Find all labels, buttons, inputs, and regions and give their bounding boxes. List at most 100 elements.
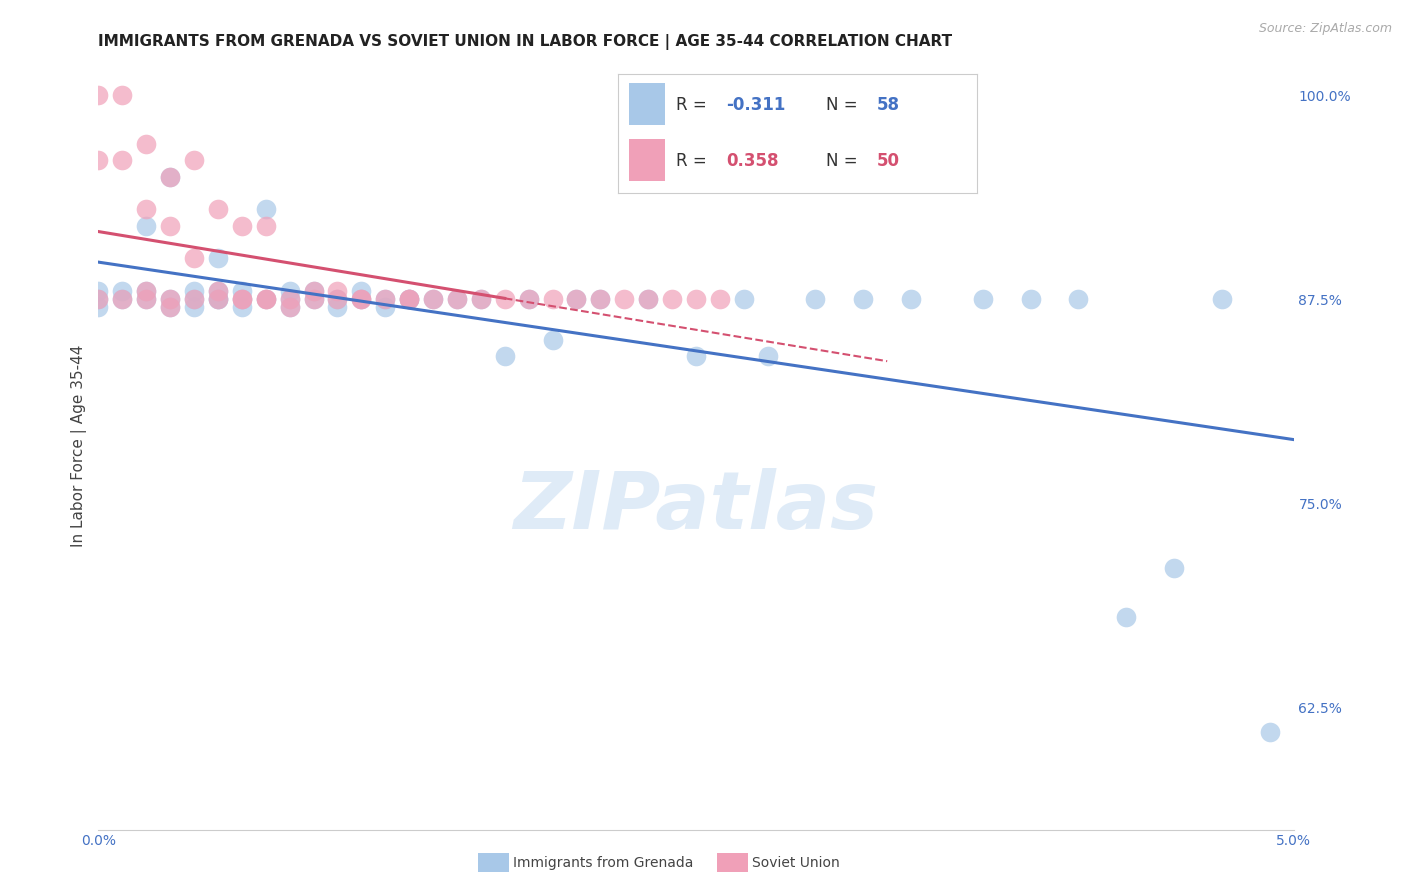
Text: Immigrants from Grenada: Immigrants from Grenada: [513, 855, 693, 870]
Point: [422, 292, 444, 306]
Point: [135, 292, 157, 306]
Point: [135, 284, 157, 298]
Point: [159, 169, 181, 184]
Point: [326, 292, 349, 306]
Point: [111, 153, 134, 168]
Point: [159, 219, 181, 233]
Point: [494, 292, 516, 306]
Point: [231, 292, 253, 306]
Point: [398, 292, 420, 306]
Text: Soviet Union: Soviet Union: [752, 855, 839, 870]
Point: [972, 292, 994, 306]
Point: [302, 284, 325, 298]
Point: [231, 284, 253, 298]
Point: [207, 202, 229, 217]
Point: [254, 292, 277, 306]
Point: [565, 292, 588, 306]
Point: [135, 284, 157, 298]
Point: [159, 292, 181, 306]
Point: [565, 292, 588, 306]
Text: Source: ZipAtlas.com: Source: ZipAtlas.com: [1258, 22, 1392, 36]
Point: [613, 292, 636, 306]
Point: [517, 292, 540, 306]
Point: [111, 284, 134, 298]
Point: [900, 292, 922, 306]
Point: [111, 292, 134, 306]
Point: [1258, 724, 1281, 739]
Point: [111, 88, 134, 103]
Point: [1211, 292, 1233, 306]
Point: [446, 292, 468, 306]
Point: [183, 284, 205, 298]
Point: [302, 292, 325, 306]
Point: [231, 292, 253, 306]
Point: [422, 292, 444, 306]
Text: IMMIGRANTS FROM GRENADA VS SOVIET UNION IN LABOR FORCE | AGE 35-44 CORRELATION C: IMMIGRANTS FROM GRENADA VS SOVIET UNION …: [98, 34, 952, 50]
Point: [517, 292, 540, 306]
Point: [756, 349, 779, 363]
Point: [183, 300, 205, 314]
Point: [1163, 561, 1185, 575]
Point: [374, 300, 396, 314]
Point: [541, 292, 564, 306]
Point: [733, 292, 755, 306]
Point: [135, 292, 157, 306]
Point: [398, 292, 420, 306]
Text: ZIPatlas: ZIPatlas: [513, 468, 879, 547]
Point: [278, 300, 301, 314]
Point: [231, 219, 253, 233]
Point: [637, 292, 659, 306]
Point: [207, 292, 229, 306]
Point: [398, 292, 420, 306]
Point: [350, 292, 373, 306]
Point: [326, 300, 349, 314]
Point: [589, 292, 612, 306]
Point: [207, 252, 229, 266]
Point: [183, 153, 205, 168]
Point: [183, 252, 205, 266]
Point: [87, 292, 110, 306]
Point: [589, 292, 612, 306]
Point: [446, 292, 468, 306]
Point: [661, 292, 683, 306]
Point: [398, 292, 420, 306]
Point: [1019, 292, 1042, 306]
Point: [183, 292, 205, 306]
Point: [231, 300, 253, 314]
Point: [637, 292, 659, 306]
Point: [207, 284, 229, 298]
Point: [374, 292, 396, 306]
Point: [159, 292, 181, 306]
Point: [350, 292, 373, 306]
Point: [470, 292, 492, 306]
Point: [87, 284, 110, 298]
Point: [87, 300, 110, 314]
Point: [326, 292, 349, 306]
Y-axis label: In Labor Force | Age 35-44: In Labor Force | Age 35-44: [72, 345, 87, 547]
Point: [87, 153, 110, 168]
Point: [470, 292, 492, 306]
Point: [302, 284, 325, 298]
Point: [135, 219, 157, 233]
Point: [1115, 610, 1137, 624]
Point: [278, 284, 301, 298]
Point: [1067, 292, 1090, 306]
Point: [278, 292, 301, 306]
Point: [685, 349, 707, 363]
Point: [159, 169, 181, 184]
Point: [254, 292, 277, 306]
Point: [135, 136, 157, 151]
Point: [541, 333, 564, 347]
Point: [207, 284, 229, 298]
Point: [804, 292, 827, 306]
Point: [326, 284, 349, 298]
Point: [254, 292, 277, 306]
Point: [207, 292, 229, 306]
Point: [159, 300, 181, 314]
Point: [183, 292, 205, 306]
Point: [278, 300, 301, 314]
Point: [135, 202, 157, 217]
Point: [374, 292, 396, 306]
Point: [254, 202, 277, 217]
Point: [685, 292, 707, 306]
